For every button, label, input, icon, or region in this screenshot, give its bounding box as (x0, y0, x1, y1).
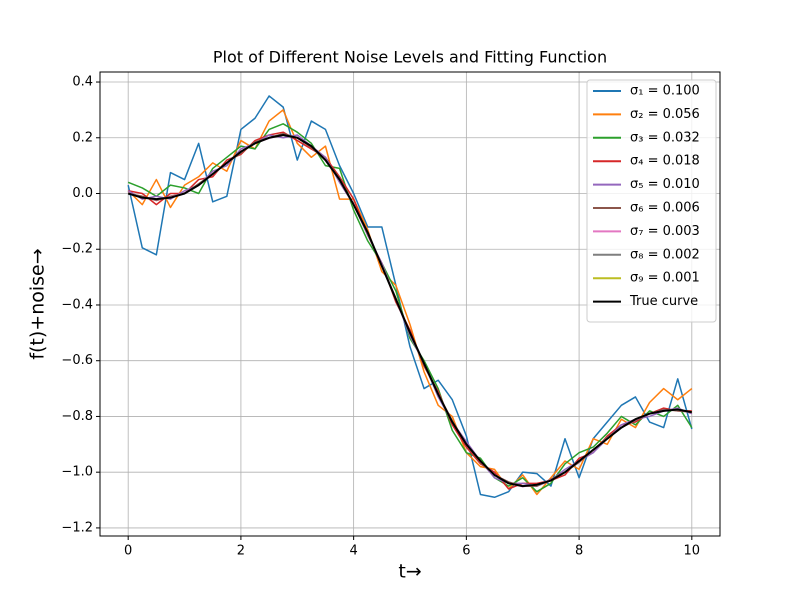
x-tick-label: 8 (575, 544, 583, 559)
y-tick-label: −0.4 (61, 297, 93, 312)
y-tick-label: −1.2 (61, 520, 93, 535)
legend-label: σ₅ = 0.010 (630, 177, 700, 192)
y-axis-label: f(t)+noise→ (27, 248, 49, 359)
series-line (127, 109, 693, 496)
y-tick-label: 0.2 (72, 130, 93, 145)
legend-box (586, 79, 717, 323)
y-tick-label: −1.0 (61, 465, 93, 480)
y-tick-label: 0.0 (72, 186, 93, 201)
chart-title: Plot of Different Noise Levels and Fitti… (213, 48, 607, 67)
legend-label: σ₄ = 0.018 (630, 154, 700, 169)
series-line (127, 95, 693, 499)
legend-label: σ₂ = 0.056 (630, 107, 700, 122)
x-tick-label: 0 (124, 544, 132, 559)
y-tick-label: −0.2 (61, 242, 93, 257)
legend-label: True curve (629, 294, 698, 309)
y-tick-label: −0.8 (61, 409, 93, 424)
axes-frame (99, 71, 721, 537)
legend-label: σ₁ = 0.100 (630, 84, 700, 99)
x-tick-label: 10 (684, 544, 701, 559)
x-tick-label: 4 (349, 544, 357, 559)
x-tick-label: 6 (462, 544, 470, 559)
x-axis-label: t→ (398, 561, 421, 583)
x-tick-label: 2 (237, 544, 245, 559)
y-tick-label: −0.6 (61, 353, 93, 368)
y-tick-label: 0.4 (72, 75, 93, 90)
legend-label: σ₇ = 0.003 (630, 224, 700, 239)
series-line (127, 123, 693, 493)
legend-label: σ₆ = 0.006 (630, 201, 700, 216)
series-line (127, 133, 693, 488)
legend-label: σ₉ = 0.001 (630, 271, 700, 286)
legend-label: σ₃ = 0.032 (630, 130, 700, 145)
legend-label: σ₈ = 0.002 (630, 247, 700, 262)
